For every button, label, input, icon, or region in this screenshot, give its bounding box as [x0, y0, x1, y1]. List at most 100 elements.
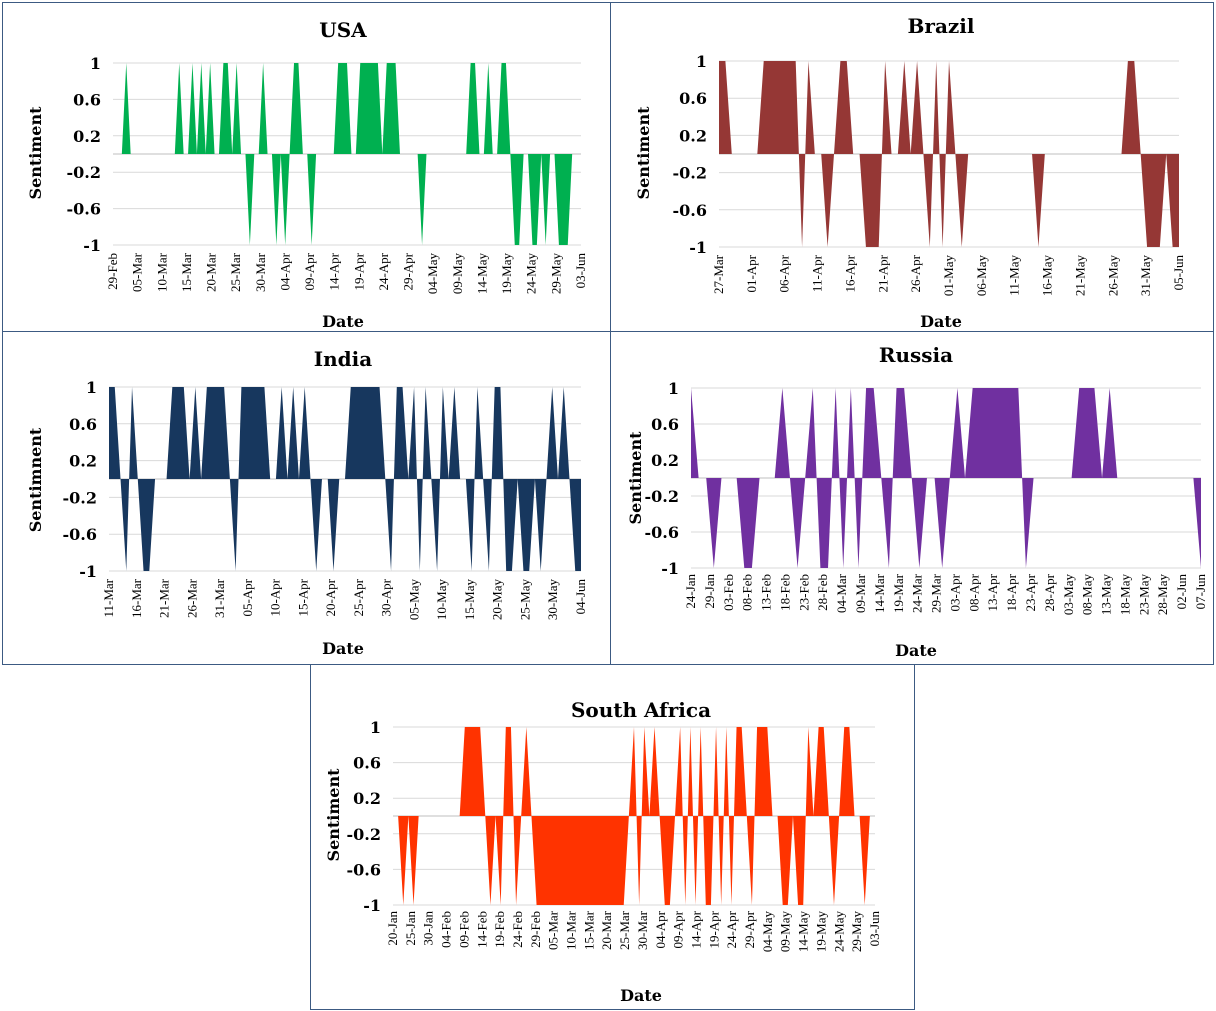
india-x-tick-label: 16-Mar	[129, 578, 144, 618]
brazil-x-tick-label: 21-Apr	[875, 254, 890, 292]
south-africa-x-tick-label: 04-May	[760, 911, 775, 953]
india-x-tick-label: 31-Mar	[212, 578, 227, 618]
usa-x-tick-label: 10-Mar	[154, 252, 169, 292]
south-africa-x-tick-label: 04-Feb	[439, 911, 454, 948]
south-africa-x-tick-label: 20-Mar	[599, 910, 614, 950]
russia-y-tick-label: 0.2	[651, 451, 679, 470]
south-africa-x-tick-label: 19-Apr	[706, 910, 721, 948]
usa-x-tick-label: 30-Mar	[253, 252, 268, 292]
russia-y-tick-label: -0.6	[645, 523, 679, 542]
south-africa-x-tick-label: 25-Mar	[617, 910, 632, 950]
south-africa-y-tick-label: -0.6	[347, 860, 381, 879]
usa-x-tick-label: 24-May	[524, 253, 539, 295]
south-africa-x-tick-label: 19-May	[813, 911, 828, 953]
india-x-tick-label: 25-May	[518, 579, 533, 621]
brazil-x-tick-label: 11-Apr	[810, 254, 825, 292]
india-x-tick-label: 15-May	[462, 579, 477, 621]
india-y-tick-label: 1	[86, 378, 97, 397]
brazil-x-tick-label: 01-May	[941, 255, 956, 297]
brazil-y-tick-label: -1	[689, 238, 707, 257]
usa-x-tick-label: 04-May	[425, 253, 440, 295]
brazil-x-tick-label: 31-May	[1138, 255, 1153, 297]
usa-x-tick-label: 04-Apr	[277, 252, 292, 290]
russia-x-tick-label: 18-May	[1117, 574, 1132, 616]
usa-y-tick-label: -0.2	[67, 163, 101, 182]
south-africa-x-tick-label: 30-Jan	[421, 911, 436, 946]
usa-x-tick-label: 15-Mar	[179, 252, 194, 292]
russia-x-tick-label: 28-Feb	[815, 574, 830, 611]
india-x-tick-label: 10-Apr	[268, 578, 283, 616]
south-africa-x-tick-label: 09-May	[778, 911, 793, 953]
india-x-tick-label: 21-Mar	[157, 578, 172, 618]
usa-x-tick-label: 14-May	[475, 253, 490, 295]
brazil-x-tick-label: 26-May	[1105, 255, 1120, 297]
russia-x-tick-label: 04-Mar	[834, 573, 849, 613]
brazil-x-tick-label: 01-Apr	[744, 254, 759, 292]
russia-x-tick-label: 19-Mar	[891, 573, 906, 613]
south-africa-sentiment-area	[393, 727, 875, 905]
brazil-x-tick-label: 06-Apr	[777, 254, 792, 292]
india-chart-title: India	[314, 347, 372, 371]
india-x-tick-label: 11-Mar	[101, 578, 116, 617]
brazil-y-tick-label: -0.2	[673, 164, 707, 183]
brazil-y-tick-label: 0.6	[679, 89, 707, 108]
south-africa-x-tick-label: 29-May	[849, 911, 864, 953]
india-x-tick-label: 04-Jun	[573, 579, 588, 615]
usa-x-tick-label: 29-Feb	[105, 253, 120, 290]
south-africa-x-tick-label: 15-Mar	[581, 910, 596, 950]
south-africa-x-tick-label: 19-Feb	[492, 911, 507, 948]
russia-x-tick-label: 03-May	[1061, 574, 1076, 616]
russia-x-tick-label: 08-May	[1080, 574, 1095, 616]
south-africa-y-tick-label: -1	[363, 896, 381, 915]
usa-x-tick-label: 19-May	[499, 253, 514, 295]
brazil-x-tick-label: 26-Apr	[908, 254, 923, 292]
russia-x-tick-label: 24-Mar	[910, 573, 925, 613]
usa-y-tick-label: -1	[83, 236, 101, 255]
russia-y-tick-label: -1	[661, 559, 679, 578]
russia-x-axis-label: Date	[895, 641, 937, 660]
india-x-tick-label: 05-Apr	[240, 578, 255, 616]
india-x-tick-label: 26-Mar	[184, 578, 199, 618]
usa-y-tick-label: 0.2	[73, 127, 101, 146]
south-africa-x-tick-label: 05-Mar	[546, 910, 561, 950]
south-africa-y-tick-label: 0.6	[353, 754, 381, 773]
brazil-x-tick-label: 16-May	[1040, 255, 1055, 297]
india-y-tick-label: 0.2	[69, 452, 97, 471]
usa-x-tick-label: 09-Apr	[302, 252, 317, 290]
russia-x-tick-label: 24-Jan	[683, 574, 698, 609]
india-x-axis-label: Date	[322, 639, 364, 658]
india-y-tick-label: 0.6	[69, 415, 97, 434]
russia-y-tick-label: 0.6	[651, 415, 679, 434]
brazil-chart-title: Brazil	[908, 14, 975, 38]
south-africa-x-tick-label: 03-Jun	[867, 911, 882, 947]
south-africa-x-tick-label: 14-Feb	[474, 911, 489, 948]
russia-x-tick-label: 23-May	[1136, 574, 1151, 616]
russia-x-tick-label: 29-Jan	[702, 574, 717, 609]
south-africa-chart-title: South Africa	[571, 698, 711, 722]
usa-x-tick-label: 03-Jun	[573, 253, 588, 289]
russia-x-tick-label: 13-Feb	[759, 574, 774, 611]
usa-x-tick-label: 14-Apr	[327, 252, 342, 290]
russia-x-tick-label: 29-Mar	[929, 573, 944, 613]
russia-x-tick-label: 28-Apr	[1042, 573, 1057, 611]
russia-y-axis-label: Sentiment	[626, 431, 645, 525]
usa-y-tick-label: 1	[90, 54, 101, 73]
russia-x-tick-label: 03-Apr	[947, 573, 962, 611]
south-africa-x-tick-label: 24-Feb	[510, 911, 525, 948]
russia-chart-title: Russia	[879, 343, 953, 367]
brazil-x-tick-label: 16-Apr	[842, 254, 857, 292]
india-x-tick-label: 05-May	[406, 579, 421, 621]
russia-y-tick-label: 1	[668, 379, 679, 398]
russia-x-tick-label: 07-Jun	[1193, 574, 1208, 610]
usa-y-tick-label: -0.6	[67, 200, 101, 219]
russia-x-tick-label: 23-Apr	[1023, 573, 1038, 611]
russia-x-tick-label: 08-Apr	[966, 573, 981, 611]
